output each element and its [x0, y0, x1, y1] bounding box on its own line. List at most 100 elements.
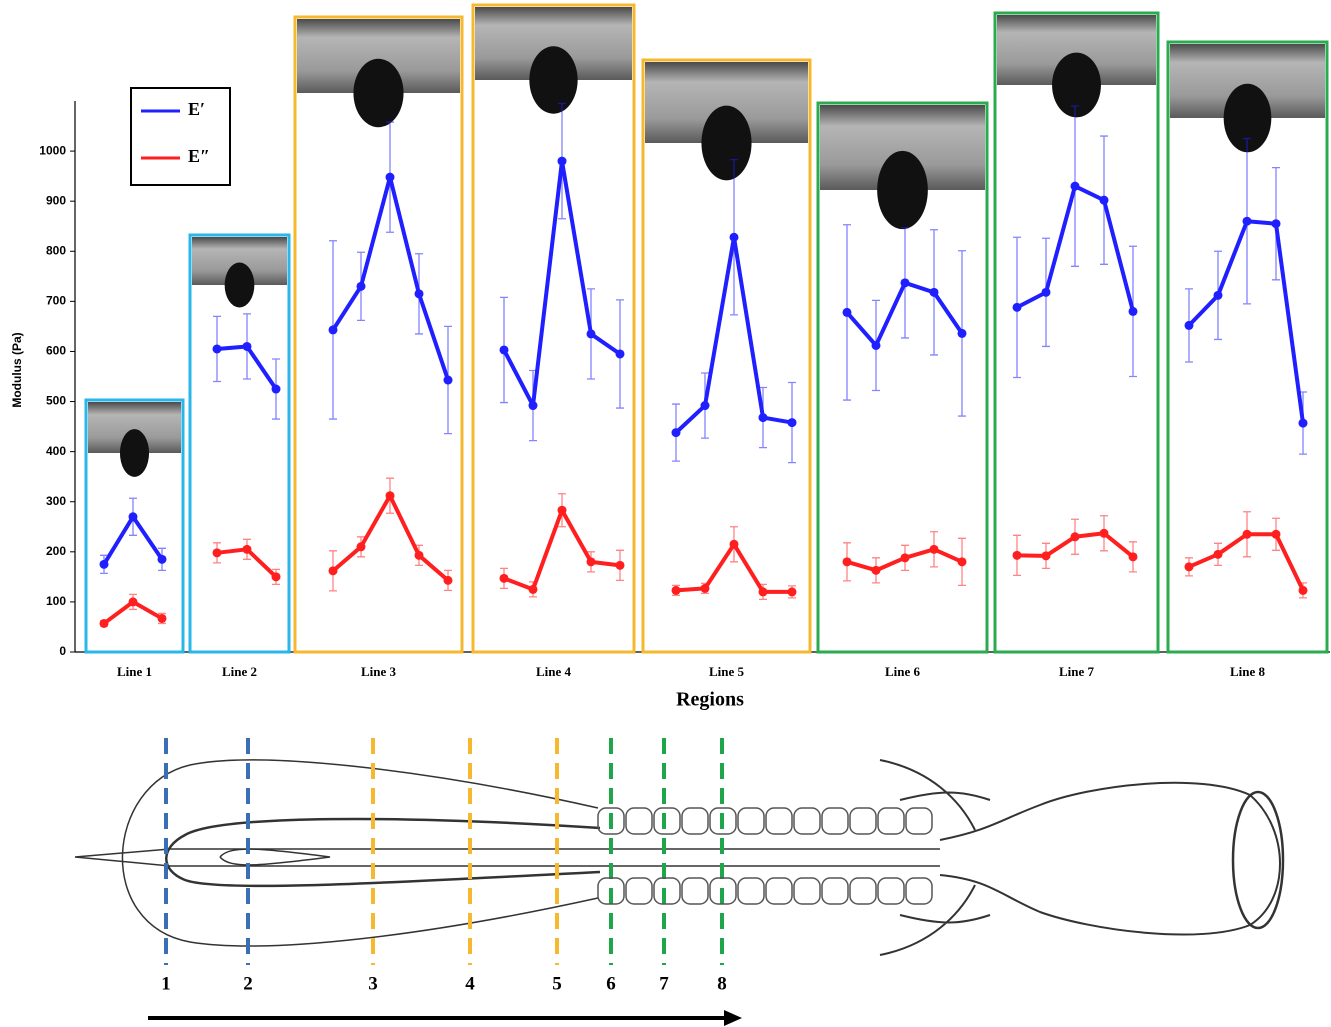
somite [850, 808, 876, 834]
y-tick-label: 0 [59, 644, 66, 658]
point [930, 288, 939, 297]
y-axis-label: Modulus (Pa) [10, 332, 24, 407]
point [386, 173, 395, 182]
point [1272, 530, 1281, 539]
point [730, 540, 739, 549]
point [1299, 419, 1308, 428]
point [558, 506, 567, 515]
y-tick-label: 700 [46, 294, 66, 308]
outline [166, 819, 600, 886]
head [940, 783, 1280, 935]
x-tick-label: Line 8 [1230, 664, 1266, 679]
point [672, 586, 681, 595]
region-label: 3 [368, 973, 378, 994]
y-tick-label: 900 [46, 193, 66, 207]
point [357, 542, 366, 551]
point [129, 512, 138, 521]
point [529, 585, 538, 594]
region-label: 5 [552, 973, 562, 994]
somite [850, 878, 876, 904]
point [1042, 288, 1051, 297]
somite [626, 878, 652, 904]
point [872, 341, 881, 350]
somite [822, 878, 848, 904]
region-label: 7 [659, 973, 669, 994]
point [1013, 303, 1022, 312]
x-tick-label: Line 4 [536, 664, 572, 679]
point [788, 587, 797, 596]
legend-label: E″ [188, 146, 210, 166]
point [1272, 219, 1281, 228]
image-feature [877, 151, 928, 229]
arrow-head [724, 1010, 742, 1026]
series-line [1189, 221, 1303, 423]
notochord [75, 849, 940, 866]
point [1214, 291, 1223, 300]
point [1214, 550, 1223, 559]
point [788, 418, 797, 427]
somite [906, 878, 932, 904]
somite [794, 878, 820, 904]
somite [738, 878, 764, 904]
point [901, 278, 910, 287]
y-tick-label: 500 [46, 394, 66, 408]
image-feature [529, 46, 577, 114]
point [500, 345, 509, 354]
point [730, 233, 739, 242]
y-tick-label: 300 [46, 494, 66, 508]
point [158, 614, 167, 623]
point [701, 401, 710, 410]
image-feature [353, 59, 403, 127]
somite [766, 878, 792, 904]
point [587, 329, 596, 338]
somite [682, 878, 708, 904]
point [100, 560, 109, 569]
outline [122, 760, 598, 946]
point [444, 576, 453, 585]
point [759, 413, 768, 422]
outline [220, 849, 330, 865]
point [1129, 552, 1138, 561]
point [1185, 562, 1194, 571]
x-tick-label: Line 6 [885, 664, 921, 679]
point [444, 376, 453, 385]
point [1185, 321, 1194, 330]
image-feature [225, 263, 255, 308]
point [1071, 532, 1080, 541]
x-tick-label: Line 2 [222, 664, 257, 679]
point [272, 572, 281, 581]
point [158, 555, 167, 564]
point [958, 557, 967, 566]
image-feature [120, 429, 149, 477]
legend-box [131, 88, 230, 185]
region-label: 4 [465, 973, 475, 994]
point [843, 308, 852, 317]
x-tick-label: Line 7 [1059, 664, 1095, 679]
point [100, 619, 109, 628]
point [415, 289, 424, 298]
somite [766, 808, 792, 834]
point [243, 545, 252, 554]
point [616, 349, 625, 358]
point [386, 491, 395, 500]
somite [878, 878, 904, 904]
point [1129, 307, 1138, 316]
somite [822, 808, 848, 834]
y-tick-label: 100 [46, 594, 66, 608]
x-tick-label: Line 1 [117, 664, 152, 679]
point [329, 325, 338, 334]
point [213, 548, 222, 557]
point [529, 401, 538, 410]
region-label: 2 [243, 973, 253, 994]
somite [738, 808, 764, 834]
point [672, 428, 681, 437]
point [329, 566, 338, 575]
point [1100, 529, 1109, 538]
point [1042, 551, 1051, 560]
figure: Modulus (Pa) Regions 12345678 0100200300… [0, 0, 1331, 1027]
somite [626, 808, 652, 834]
somite [654, 878, 680, 904]
point [1299, 586, 1308, 595]
point [500, 574, 509, 583]
